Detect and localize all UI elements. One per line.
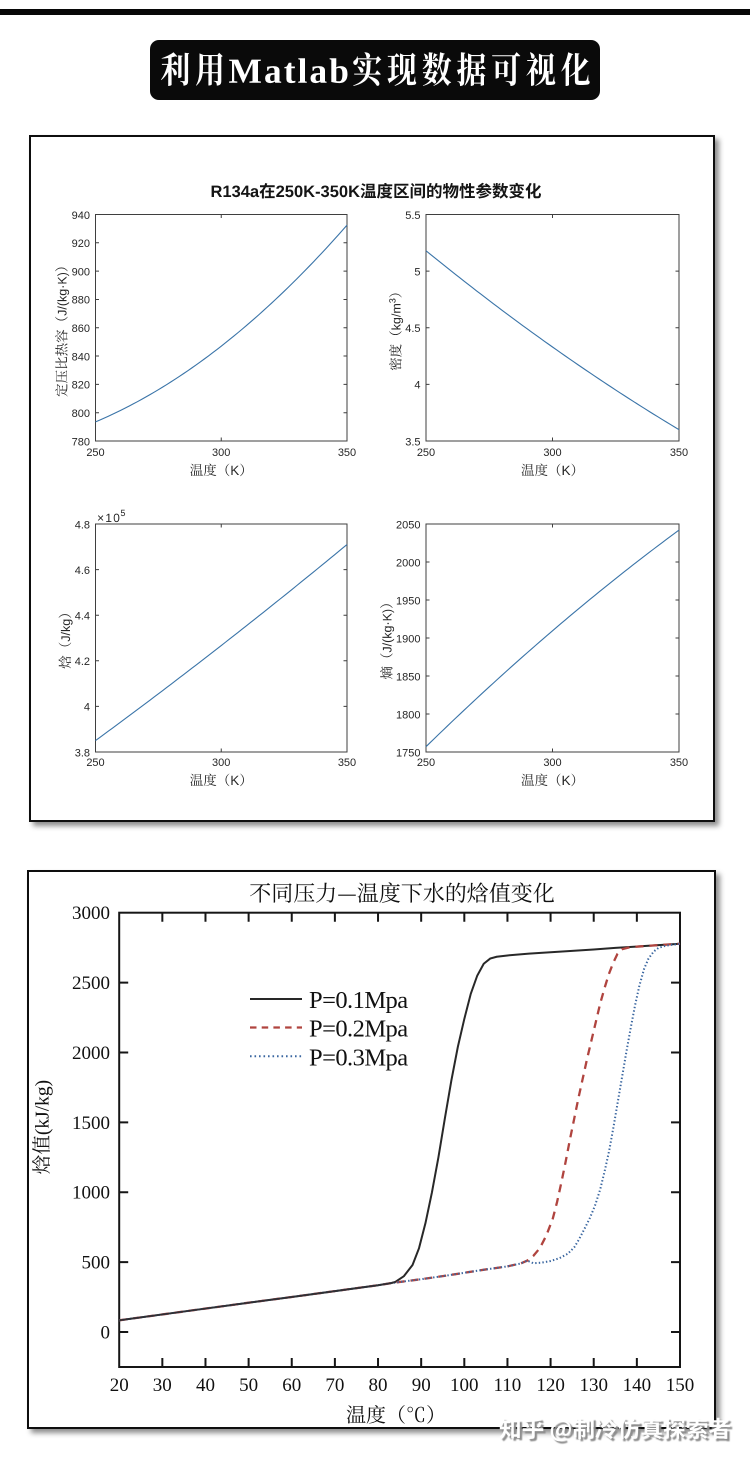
svg-text:130: 130: [579, 1375, 608, 1396]
svg-text:250: 250: [417, 447, 435, 459]
svg-text:4.5: 4.5: [405, 323, 420, 335]
svg-text:1000: 1000: [72, 1183, 110, 1204]
svg-text:0: 0: [101, 1323, 111, 1344]
svg-text:4: 4: [84, 702, 90, 714]
svg-text:80: 80: [369, 1375, 388, 1396]
svg-text:300: 300: [543, 757, 561, 769]
svg-text:3000: 3000: [72, 903, 110, 924]
svg-text:110: 110: [494, 1375, 522, 1396]
svg-text:880: 880: [72, 295, 90, 307]
svg-text:4.4: 4.4: [75, 611, 90, 623]
svg-text:3.8: 3.8: [75, 747, 90, 759]
svg-text:840: 840: [72, 351, 90, 363]
svg-text:1850: 1850: [396, 671, 420, 683]
svg-text:150: 150: [666, 1375, 695, 1396]
svg-text:250: 250: [417, 757, 435, 769]
svg-text:140: 140: [623, 1375, 652, 1396]
svg-text:4.6: 4.6: [75, 565, 90, 577]
svg-text:300: 300: [212, 447, 230, 459]
svg-text:350: 350: [670, 757, 688, 769]
svg-text:300: 300: [212, 757, 230, 769]
svg-text:800: 800: [72, 408, 90, 420]
svg-text:50: 50: [239, 1375, 258, 1396]
svg-text:1900: 1900: [396, 633, 420, 645]
svg-text:2050: 2050: [396, 519, 420, 531]
svg-text:350: 350: [338, 447, 356, 459]
svg-text:40: 40: [196, 1375, 215, 1396]
svg-text:1800: 1800: [396, 709, 420, 721]
svg-text:20: 20: [110, 1375, 129, 1396]
svg-text:4.8: 4.8: [75, 519, 90, 531]
svg-text:100: 100: [450, 1375, 479, 1396]
svg-text:500: 500: [82, 1253, 111, 1274]
svg-text:940: 940: [72, 210, 90, 222]
svg-text:3.5: 3.5: [405, 436, 420, 448]
svg-text:5.5: 5.5: [405, 210, 420, 222]
svg-text:90: 90: [412, 1375, 431, 1396]
svg-text:350: 350: [670, 447, 688, 459]
svg-text:300: 300: [543, 447, 561, 459]
svg-text:2000: 2000: [72, 1043, 110, 1064]
svg-text:350: 350: [338, 757, 356, 769]
svg-text:920: 920: [72, 238, 90, 250]
svg-text:780: 780: [72, 436, 90, 448]
svg-text:1950: 1950: [396, 595, 420, 607]
svg-text:1750: 1750: [396, 747, 420, 759]
svg-text:250: 250: [86, 757, 104, 769]
svg-text:820: 820: [72, 380, 90, 392]
svg-text:P=0.2Mpa: P=0.2Mpa: [309, 1016, 408, 1043]
svg-text:60: 60: [282, 1375, 301, 1396]
svg-text:70: 70: [325, 1375, 344, 1396]
svg-text:4: 4: [414, 380, 420, 392]
svg-text:5: 5: [414, 266, 420, 278]
svg-text:2500: 2500: [72, 973, 110, 994]
svg-text:2000: 2000: [396, 557, 420, 569]
svg-text:900: 900: [72, 266, 90, 278]
svg-text:1500: 1500: [72, 1113, 110, 1134]
svg-text:P=0.3Mpa: P=0.3Mpa: [309, 1044, 408, 1071]
svg-text:860: 860: [72, 323, 90, 335]
svg-text:120: 120: [536, 1375, 565, 1396]
svg-text:30: 30: [153, 1375, 172, 1396]
svg-text:250: 250: [86, 447, 104, 459]
svg-text:4.2: 4.2: [75, 656, 90, 668]
svg-text:P=0.1Mpa: P=0.1Mpa: [309, 987, 408, 1014]
